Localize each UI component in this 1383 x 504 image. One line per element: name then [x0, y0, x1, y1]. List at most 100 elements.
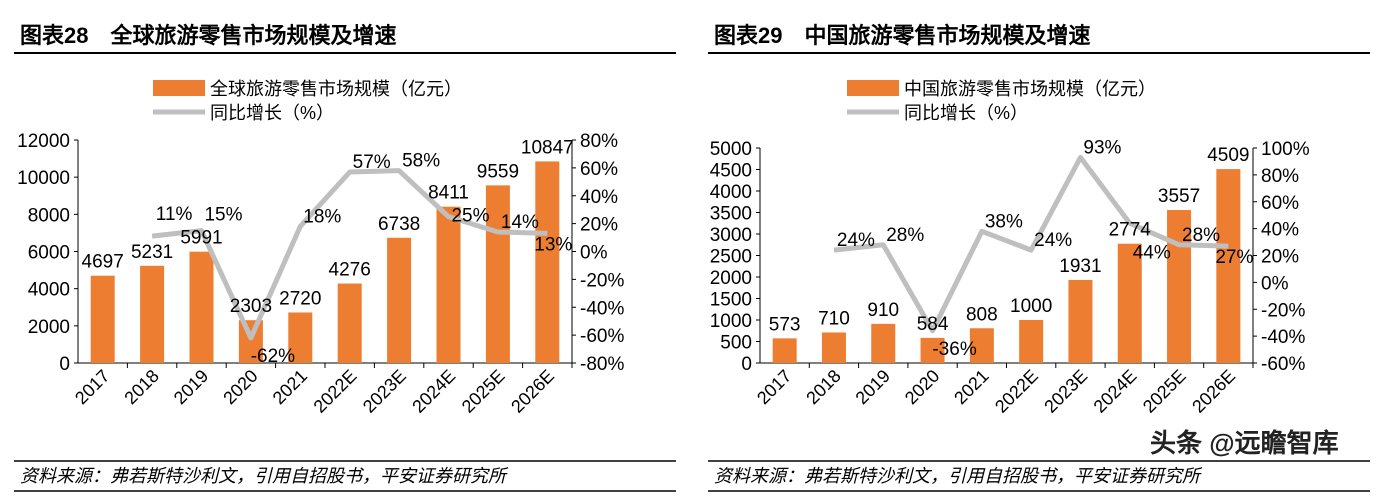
- line-data-label: 28%: [1182, 225, 1220, 246]
- line-data-label: 57%: [353, 152, 391, 173]
- line-data-label: 14%: [501, 212, 539, 233]
- y2-tick-label: -20%: [1261, 300, 1305, 321]
- x-tick-label: 2018: [120, 366, 162, 408]
- x-tick-label: 2025E: [1139, 366, 1190, 417]
- bar: [969, 328, 994, 363]
- x-tick-label: 2023E: [359, 366, 410, 417]
- line-data-label: 11%: [156, 204, 193, 225]
- bar-data-label: 4697: [82, 252, 124, 273]
- y-tick-label: 10000: [17, 168, 70, 189]
- y2-tick-label: 80%: [580, 131, 618, 152]
- x-tick-label: 2023E: [1040, 366, 1091, 417]
- bar-data-label: 2720: [279, 288, 321, 309]
- bar: [821, 332, 846, 363]
- line-data-label: -62%: [251, 346, 295, 367]
- line-data-label: 28%: [886, 225, 924, 246]
- bar-data-label: 1931: [1059, 256, 1101, 277]
- line-data-label: 25%: [451, 206, 489, 227]
- bar-data-label: 9559: [477, 161, 519, 182]
- bar: [337, 283, 362, 363]
- bar: [871, 323, 896, 363]
- bar-data-label: 710: [818, 308, 850, 329]
- y-tick-label: 2000: [28, 317, 70, 338]
- x-tick-label: 2024E: [408, 366, 459, 417]
- y-tick-label: 4500: [710, 161, 752, 182]
- line-data-label: 15%: [204, 205, 242, 226]
- y-tick-label: 5000: [710, 139, 752, 160]
- bar-data-label: 10847: [521, 137, 574, 158]
- legend-bar-swatch: [153, 80, 205, 96]
- bar: [1019, 320, 1044, 363]
- x-tick-label: 2024E: [1090, 366, 1141, 417]
- x-tick-label: 2026E: [1188, 366, 1239, 417]
- y-tick-label: 12000: [17, 131, 70, 152]
- bar-data-label: 3557: [1158, 186, 1200, 207]
- bar: [1167, 210, 1192, 363]
- watermark: 头条 @远瞻智库: [1150, 428, 1339, 458]
- x-tick-label: 2020: [901, 366, 943, 408]
- y2-tick-label: -60%: [1261, 354, 1305, 375]
- y2-tick-label: 0%: [580, 243, 608, 264]
- bar: [1068, 279, 1093, 363]
- bar: [436, 206, 461, 363]
- x-tick-label: 2021: [269, 366, 311, 408]
- source-note: 资料来源：弗若斯特沙利文，引用自招股书，平安证券研究所: [20, 466, 509, 486]
- x-tick-label: 2021: [950, 366, 992, 408]
- bar-data-label: 573: [769, 314, 801, 335]
- y2-tick-label: -40%: [1261, 327, 1305, 348]
- legend-line-label: 同比增长（%）: [904, 103, 1028, 123]
- y2-tick-label: -40%: [580, 298, 624, 319]
- x-tick-label: 2025E: [458, 366, 509, 417]
- y-tick-label: 0: [59, 354, 70, 375]
- x-tick-label: 2022E: [991, 366, 1042, 417]
- y-tick-label: 4000: [710, 182, 752, 203]
- line-data-label: 93%: [1083, 137, 1121, 158]
- line-data-label: 13%: [534, 234, 572, 255]
- source-note: 资料来源：弗若斯特沙利文，引用自招股书，平安证券研究所: [714, 466, 1203, 486]
- y-tick-label: 3000: [710, 225, 752, 246]
- y-tick-label: 8000: [28, 205, 70, 226]
- bar-data-label: 584: [917, 314, 949, 335]
- y2-tick-label: 40%: [580, 187, 618, 208]
- line-data-label: 44%: [1133, 242, 1171, 263]
- x-tick-label: 2022E: [310, 366, 361, 417]
- y-tick-label: 0: [741, 354, 752, 375]
- bar: [485, 185, 510, 363]
- y-tick-label: 2000: [710, 268, 752, 289]
- bar-data-label: 5991: [180, 228, 222, 249]
- x-tick-label: 2017: [71, 366, 113, 408]
- x-tick-label: 2019: [170, 366, 212, 408]
- bar: [1117, 243, 1142, 363]
- bar-data-label: 5231: [131, 242, 173, 263]
- x-tick-label: 2020: [219, 366, 261, 408]
- bar: [387, 237, 412, 363]
- line-data-label: 24%: [837, 230, 875, 251]
- legend-bar-swatch: [847, 80, 899, 96]
- line-data-label: 18%: [303, 206, 341, 227]
- legend-bar-label: 中国旅游零售市场规模（亿元）: [904, 79, 1156, 99]
- bar: [535, 161, 560, 363]
- bar-data-label: 6738: [378, 214, 420, 235]
- bar: [288, 312, 313, 363]
- y2-tick-label: 0%: [1261, 273, 1289, 294]
- line-data-label: 58%: [402, 151, 440, 172]
- bar-data-label: 1000: [1010, 296, 1052, 317]
- y-tick-label: 4000: [28, 280, 70, 301]
- bar-data-label: 2774: [1109, 220, 1152, 241]
- bar: [90, 275, 115, 363]
- y-tick-label: 1000: [710, 311, 752, 332]
- y2-tick-label: 20%: [1261, 247, 1299, 268]
- x-tick-label: 2017: [753, 366, 795, 408]
- y2-tick-label: 60%: [580, 159, 618, 180]
- y2-tick-label: 40%: [1261, 220, 1299, 241]
- legend-line-label: 同比增长（%）: [210, 103, 334, 123]
- bar: [238, 320, 263, 363]
- bar-data-label: 910: [867, 300, 899, 321]
- bar: [920, 337, 945, 363]
- bar-data-label: 8411: [428, 183, 469, 204]
- line-data-label: 24%: [1034, 230, 1072, 251]
- line-data-label: 38%: [985, 211, 1023, 232]
- y2-tick-label: -80%: [580, 354, 624, 375]
